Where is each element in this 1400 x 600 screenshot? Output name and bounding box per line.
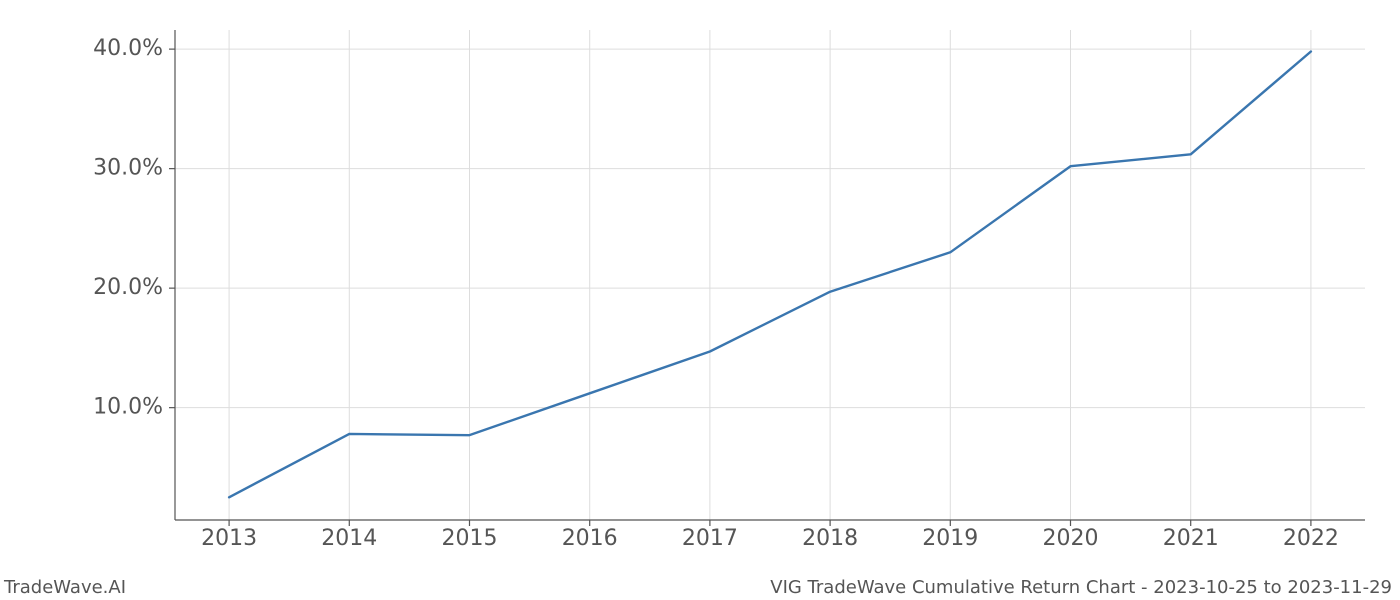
x-tick-label: 2020 <box>1043 526 1099 551</box>
x-tick-label: 2017 <box>682 526 738 551</box>
y-tick-label: 20.0% <box>93 275 163 300</box>
chart-background <box>0 0 1400 600</box>
x-tick-label: 2014 <box>321 526 377 551</box>
x-tick-label: 2018 <box>802 526 858 551</box>
y-tick-label: 30.0% <box>93 156 163 181</box>
footer-caption: VIG TradeWave Cumulative Return Chart - … <box>770 577 1392 598</box>
y-tick-label: 40.0% <box>93 36 163 61</box>
x-tick-label: 2022 <box>1283 526 1339 551</box>
line-chart-svg: 2013 2014 2015 2016 2017 2018 2019 2020 2021 2022… <box>0 0 1400 600</box>
footer-brand: TradeWave.AI <box>4 577 126 598</box>
x-tick-label: 2021 <box>1163 526 1219 551</box>
x-tick-label: 2015 <box>441 526 497 551</box>
chart-container: 2013 2014 2015 2016 2017 2018 2019 2020 2021 2022… <box>0 0 1400 600</box>
y-tick-label: 10.0% <box>93 395 163 420</box>
x-tick-label: 2016 <box>562 526 618 551</box>
x-tick-label: 2019 <box>922 526 978 551</box>
x-tick-label: 2013 <box>201 526 257 551</box>
